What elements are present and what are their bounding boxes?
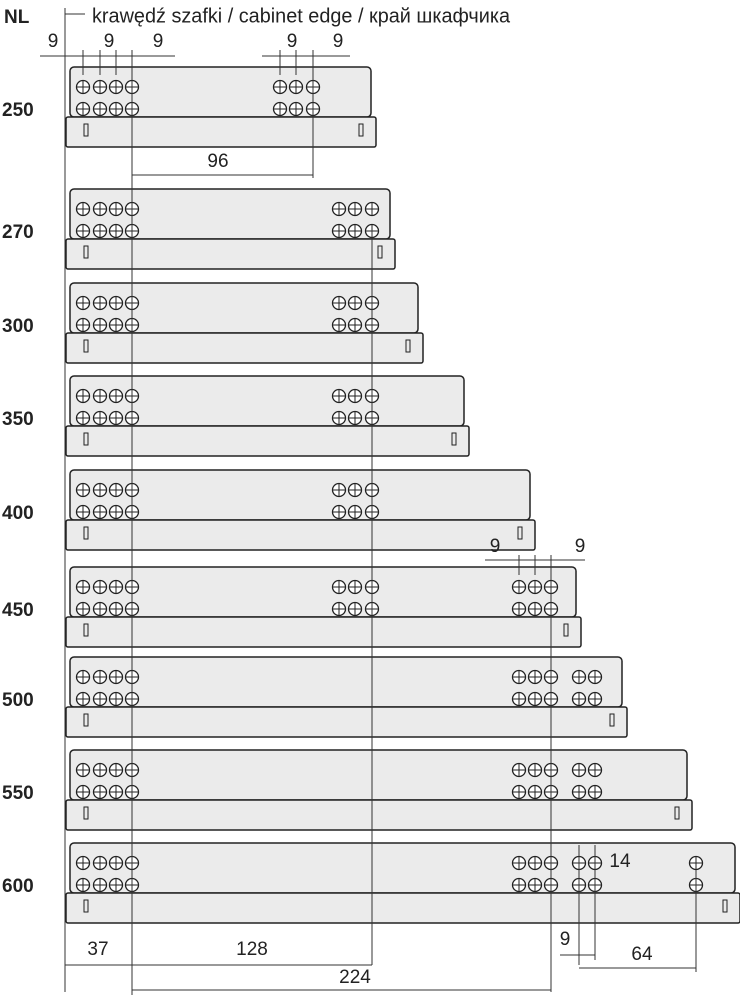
runner bbox=[65, 616, 582, 648]
runner bbox=[65, 332, 424, 364]
drawer-side bbox=[69, 566, 577, 618]
drawer-side bbox=[69, 842, 736, 894]
dimension-label: 9 bbox=[560, 929, 571, 950]
slot bbox=[83, 432, 89, 446]
slot bbox=[83, 899, 89, 913]
runner bbox=[65, 706, 628, 738]
runner bbox=[65, 519, 536, 551]
runner bbox=[65, 799, 693, 831]
nl-label: NL bbox=[4, 7, 30, 28]
slot bbox=[563, 623, 569, 637]
dimension-label: 96 bbox=[207, 151, 228, 172]
slot bbox=[83, 123, 89, 137]
slot bbox=[517, 526, 523, 540]
slot bbox=[83, 526, 89, 540]
dimension-label: 9 bbox=[153, 31, 164, 52]
dimensions: 9 9 9 9 9 96 9 9 14 37 128 224 9 64 bbox=[40, 31, 697, 995]
dimension-label: 9 bbox=[333, 31, 344, 52]
row-label: 270 bbox=[2, 222, 34, 243]
slot bbox=[451, 432, 457, 446]
dimension-label: 224 bbox=[339, 967, 371, 988]
slot bbox=[83, 713, 89, 727]
row-label: 550 bbox=[2, 783, 34, 804]
slot bbox=[358, 123, 364, 137]
row-label: 300 bbox=[2, 316, 34, 337]
row-label: 350 bbox=[2, 409, 34, 430]
runner bbox=[65, 425, 470, 457]
dimension-label: 128 bbox=[236, 939, 268, 960]
row-label: 400 bbox=[2, 503, 34, 524]
edge-label: krawędź szafki / cabinet edge / край шка… bbox=[92, 5, 511, 27]
slot bbox=[83, 339, 89, 353]
dimension-label: 9 bbox=[104, 31, 115, 52]
runner bbox=[65, 892, 740, 924]
dimension-label: 9 bbox=[575, 536, 586, 557]
slot bbox=[674, 806, 680, 820]
row-label: 250 bbox=[2, 100, 34, 121]
rows: 250 270 300 350 400 450 500 550 600 bbox=[2, 66, 740, 924]
dimension-label: 9 bbox=[490, 536, 501, 557]
slot bbox=[405, 339, 411, 353]
slot bbox=[83, 623, 89, 637]
row-label: 600 bbox=[2, 876, 34, 897]
runner bbox=[65, 238, 396, 270]
runner bbox=[65, 116, 377, 148]
dimension-label: 64 bbox=[631, 944, 653, 965]
slot bbox=[722, 899, 728, 913]
row-label: 450 bbox=[2, 600, 34, 621]
dimension-label: 9 bbox=[48, 31, 59, 52]
slot bbox=[609, 713, 615, 727]
row-label: 500 bbox=[2, 690, 34, 711]
dimension-label: 37 bbox=[87, 939, 108, 960]
slot bbox=[83, 806, 89, 820]
slot bbox=[377, 245, 383, 259]
slot bbox=[83, 245, 89, 259]
dimension-label: 9 bbox=[287, 31, 298, 52]
dimension-label: 14 bbox=[609, 851, 631, 872]
